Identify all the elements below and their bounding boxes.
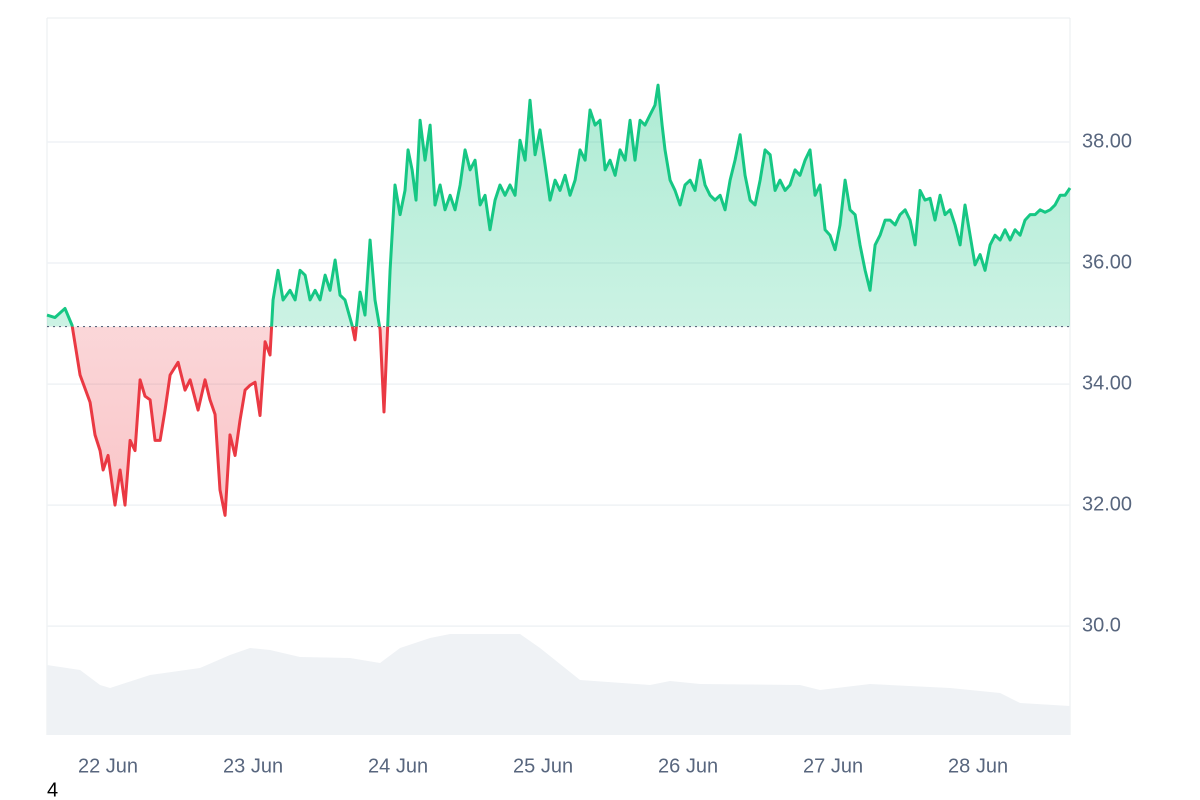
y-tick-label: 38.00 — [1082, 130, 1132, 152]
area-up — [47, 85, 1070, 327]
area-down — [72, 326, 388, 516]
x-tick-label: 25 Jun — [513, 755, 573, 777]
y-tick-label: 34.00 — [1082, 372, 1132, 394]
x-tick-label: 22 Jun — [78, 755, 138, 777]
price-line-down — [70, 326, 390, 517]
y-tick-label: 32.00 — [1082, 493, 1132, 515]
x-tick-label: 27 Jun — [803, 755, 863, 777]
footnote: 4 — [47, 779, 58, 800]
y-tick-label: 36.00 — [1082, 251, 1132, 273]
x-tick-label: 23 Jun — [223, 755, 283, 777]
x-tick-label: 26 Jun — [658, 755, 718, 777]
x-tick-label: 24 Jun — [368, 755, 428, 777]
y-tick-label: 30.0 — [1082, 614, 1121, 636]
x-tick-label: 28 Jun — [948, 755, 1008, 777]
volume-area — [47, 634, 1070, 735]
price-line-up — [46, 83, 1072, 327]
